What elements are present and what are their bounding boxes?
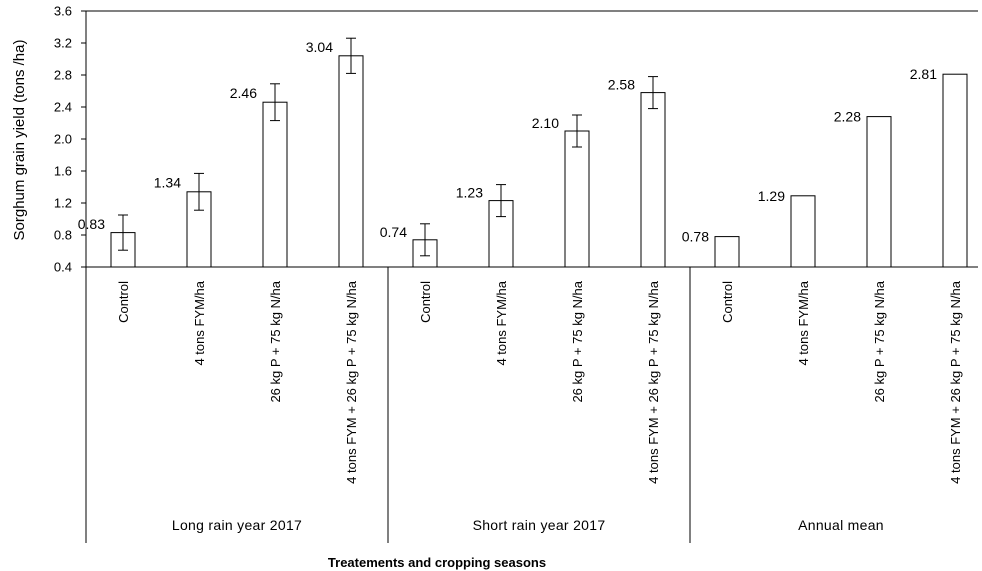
category-label: 4 tons FYM + 26 kg P + 75 kg N/ha bbox=[646, 280, 661, 484]
y-tick-label: 2.0 bbox=[54, 132, 72, 147]
data-label: 2.81 bbox=[910, 66, 937, 82]
y-tick-label: 3.6 bbox=[54, 4, 72, 19]
y-tick-label: 2.8 bbox=[54, 68, 72, 83]
data-label: 2.46 bbox=[230, 85, 257, 101]
category-label: 4 tons FYM + 26 kg P + 75 kg N/ha bbox=[344, 280, 359, 484]
y-tick-label: 0.4 bbox=[54, 260, 72, 275]
data-label: 1.23 bbox=[456, 185, 483, 201]
category-label: Control bbox=[116, 281, 131, 323]
bar bbox=[942, 73, 968, 268]
y-tick-label: 0.8 bbox=[54, 228, 72, 243]
y-tick-label: 1.2 bbox=[54, 196, 72, 211]
bar bbox=[640, 92, 666, 268]
data-label: 3.04 bbox=[306, 39, 333, 55]
bars-layer bbox=[110, 37, 968, 268]
bar bbox=[186, 191, 212, 268]
data-label: 0.74 bbox=[380, 224, 407, 240]
data-label: 1.34 bbox=[154, 175, 181, 191]
category-label: 26 kg P + 75 kg N/ha bbox=[872, 280, 887, 402]
category-label: 26 kg P + 75 kg N/ha bbox=[570, 280, 585, 402]
category-label: 4 tons FYM + 26 kg P + 75 kg N/ha bbox=[948, 280, 963, 484]
group-label: Long rain year 2017 bbox=[172, 517, 302, 533]
y-tick-label: 3.2 bbox=[54, 36, 72, 51]
group-label: Annual mean bbox=[798, 517, 884, 533]
category-label: 4 tons FYM/ha bbox=[494, 280, 509, 365]
category-label: 4 tons FYM/ha bbox=[796, 280, 811, 365]
data-label: 0.83 bbox=[78, 216, 105, 232]
category-label: 4 tons FYM/ha bbox=[192, 280, 207, 365]
category-label: Control bbox=[720, 281, 735, 323]
bar bbox=[866, 116, 892, 268]
category-label: 26 kg P + 75 kg N/ha bbox=[268, 280, 283, 402]
category-label: Control bbox=[418, 281, 433, 323]
group-label: Short rain year 2017 bbox=[473, 517, 606, 533]
bar bbox=[262, 101, 288, 268]
bar bbox=[714, 236, 740, 268]
x-axis-title: Treatements and cropping seasons bbox=[328, 555, 546, 570]
bar bbox=[564, 130, 590, 268]
bar bbox=[338, 55, 364, 268]
data-label: 2.10 bbox=[532, 115, 559, 131]
data-label: 0.78 bbox=[682, 229, 709, 245]
y-tick-label: 1.6 bbox=[54, 164, 72, 179]
y-tick-label: 2.4 bbox=[54, 100, 72, 115]
labels-layer: Long rain year 2017 0.83 Control 1.34 4 tons… bbox=[78, 39, 963, 533]
y-axis-ticks: 0.4 0.8 1.2 1.6 2.0 2.4 2.8 3.2 3.6 bbox=[54, 4, 978, 543]
data-label: 2.58 bbox=[608, 77, 635, 93]
y-axis-title: Sorghum grain yield (tons /ha) bbox=[11, 40, 28, 241]
data-label: 1.29 bbox=[758, 188, 785, 204]
bar bbox=[790, 195, 816, 268]
data-label: 2.28 bbox=[834, 109, 861, 125]
